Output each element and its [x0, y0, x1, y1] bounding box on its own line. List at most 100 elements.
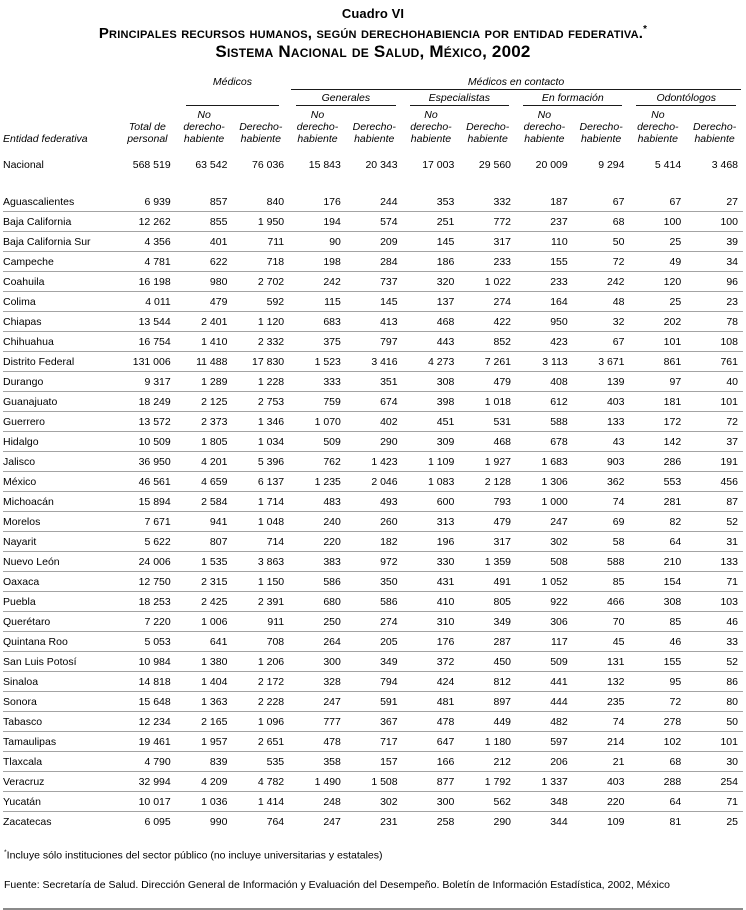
- table-row: Sinaloa 14 818 1 404 2 172 328 794 424 812 441 13…: [3, 671, 743, 692]
- cell-value: 4 209: [175, 771, 233, 792]
- cell-value: 2 046: [345, 471, 403, 492]
- cell-value: 1 957: [175, 731, 233, 752]
- cell-value: 46: [686, 611, 743, 632]
- cell-value: 1 180: [459, 731, 517, 752]
- cell-value: 11 488: [175, 351, 233, 372]
- column-header-line: No derecho-: [410, 109, 452, 133]
- cell-value: 220: [572, 791, 630, 812]
- cell-value: 449: [459, 711, 517, 732]
- cell-value: 145: [345, 291, 403, 312]
- cell-value: 137: [402, 291, 460, 312]
- column-header-derechohabiente: Derecho-habiente: [459, 106, 516, 150]
- cell-value: 154: [629, 571, 687, 592]
- column-header-line: Derecho-: [352, 121, 396, 133]
- table-row: Baja California 12 262 855 1 950 194 574 251 77…: [3, 211, 743, 232]
- cell-value: 4 659: [175, 471, 233, 492]
- row-label: Coahuila: [3, 271, 119, 292]
- cell-value: 187: [516, 192, 573, 212]
- table-row: Guerrero 13 572 2 373 1 346 1 070 402 451 531 58…: [3, 411, 743, 432]
- cell-value: 1 235: [289, 471, 346, 492]
- row-label: Sinaloa: [3, 671, 119, 692]
- cell-value: 102: [629, 731, 687, 752]
- cell-value: 367: [345, 711, 403, 732]
- cell-value: 133: [686, 551, 743, 572]
- subgroup-especialistas-label: Especialistas: [409, 90, 510, 106]
- cell-value: 155: [516, 251, 573, 272]
- row-label: Distrito Federal: [3, 351, 119, 372]
- cell-value: 349: [459, 611, 517, 632]
- national-row: Nacional 568 519 63 542 76 036 15 843 20 343 1…: [3, 150, 743, 176]
- cell-value: 797: [345, 331, 403, 352]
- cell-value: 43: [572, 431, 630, 452]
- cell-value: 481: [402, 691, 460, 712]
- cell-value: 493: [345, 491, 403, 512]
- column-header-line: Derecho-: [466, 121, 510, 133]
- table-row: Sonora 15 648 1 363 2 228 247 591 481 897 444 235…: [3, 691, 743, 712]
- subgroup-header-generales: Generales: [289, 90, 402, 106]
- cell-value: 12 750: [119, 571, 176, 592]
- cell-value: 110: [516, 231, 573, 252]
- cell-value: 181: [629, 391, 687, 412]
- cell-value: 21: [572, 751, 630, 772]
- cell-value: 922: [516, 591, 573, 612]
- cell-value: 86: [686, 671, 743, 692]
- cell-value: 950: [516, 311, 573, 332]
- column-header-line: habiente: [410, 133, 452, 145]
- column-header-total: Total de personal: [119, 106, 176, 150]
- cell-value: 164: [516, 291, 573, 312]
- cell-value: 247: [323, 816, 341, 828]
- cell-value: 306: [516, 611, 573, 632]
- cell-value: 588: [572, 551, 630, 572]
- cell-value: 574: [345, 211, 403, 232]
- cell-value: 1 714: [232, 491, 290, 512]
- cell-value: 288: [629, 771, 687, 792]
- table-row: Tabasco 12 234 2 165 1 096 777 367 478 449 482 74…: [3, 711, 743, 732]
- cell-value: 717: [345, 731, 403, 752]
- column-header-line: Derecho-: [579, 121, 623, 133]
- cell-value: 90: [289, 231, 346, 252]
- cell-value: 1 805: [175, 431, 233, 452]
- cell-value: 1 006: [175, 611, 233, 632]
- column-header-line: No derecho-: [637, 109, 679, 133]
- cell-value: 478: [402, 711, 460, 732]
- cell-value: 5 396: [232, 451, 290, 472]
- cell-value: 349: [345, 651, 403, 672]
- cell-value: 254: [686, 771, 743, 792]
- cell-value: 353: [402, 192, 460, 212]
- cell-value: 34: [686, 251, 743, 272]
- column-header-line: No derecho-: [523, 109, 566, 133]
- cell-value: 25: [629, 291, 687, 312]
- cell-value: 46: [629, 631, 687, 652]
- column-header-derechohabiente: Derecho-habiente: [686, 106, 743, 150]
- cell-value: 772: [459, 211, 517, 232]
- cell-value: 1 410: [175, 331, 233, 352]
- footnote: *Incluye sólo instituciones del sector p…: [3, 849, 743, 862]
- cell-value: 103: [686, 591, 743, 612]
- cell-value: 87: [686, 491, 743, 512]
- cell-value: 48: [572, 291, 630, 312]
- subgroup-header-en-formacion: En formación: [516, 90, 629, 106]
- cell-value: 242: [289, 271, 346, 292]
- cell-value: 166: [402, 751, 460, 772]
- cell-value: 50: [686, 711, 743, 732]
- table-caption: Cuadro VI: [341, 6, 405, 21]
- cell-value: 535: [232, 751, 290, 772]
- column-header-line: habiente: [467, 133, 508, 145]
- cell-value: 348: [516, 791, 573, 812]
- cell-value: 290: [345, 431, 403, 452]
- cell-value: 332: [459, 192, 517, 212]
- header-spacer: [3, 76, 176, 90]
- cell-value: 68: [572, 211, 630, 232]
- cell-value: 410: [402, 591, 460, 612]
- cell-value: 33: [686, 631, 743, 652]
- cell-value: 117: [516, 631, 573, 652]
- cell-value: 466: [572, 591, 630, 612]
- cell-value: 402: [345, 411, 403, 432]
- cell-value: 456: [686, 471, 743, 492]
- table-row: San Luis Potosí 10 984 1 380 1 206 300 349 372…: [3, 651, 743, 672]
- subgroup-generales-label: Generales: [296, 90, 396, 106]
- cell-value: 2 753: [232, 391, 290, 412]
- column-header-line: No derecho-: [183, 109, 225, 133]
- cell-value: 172: [629, 411, 687, 432]
